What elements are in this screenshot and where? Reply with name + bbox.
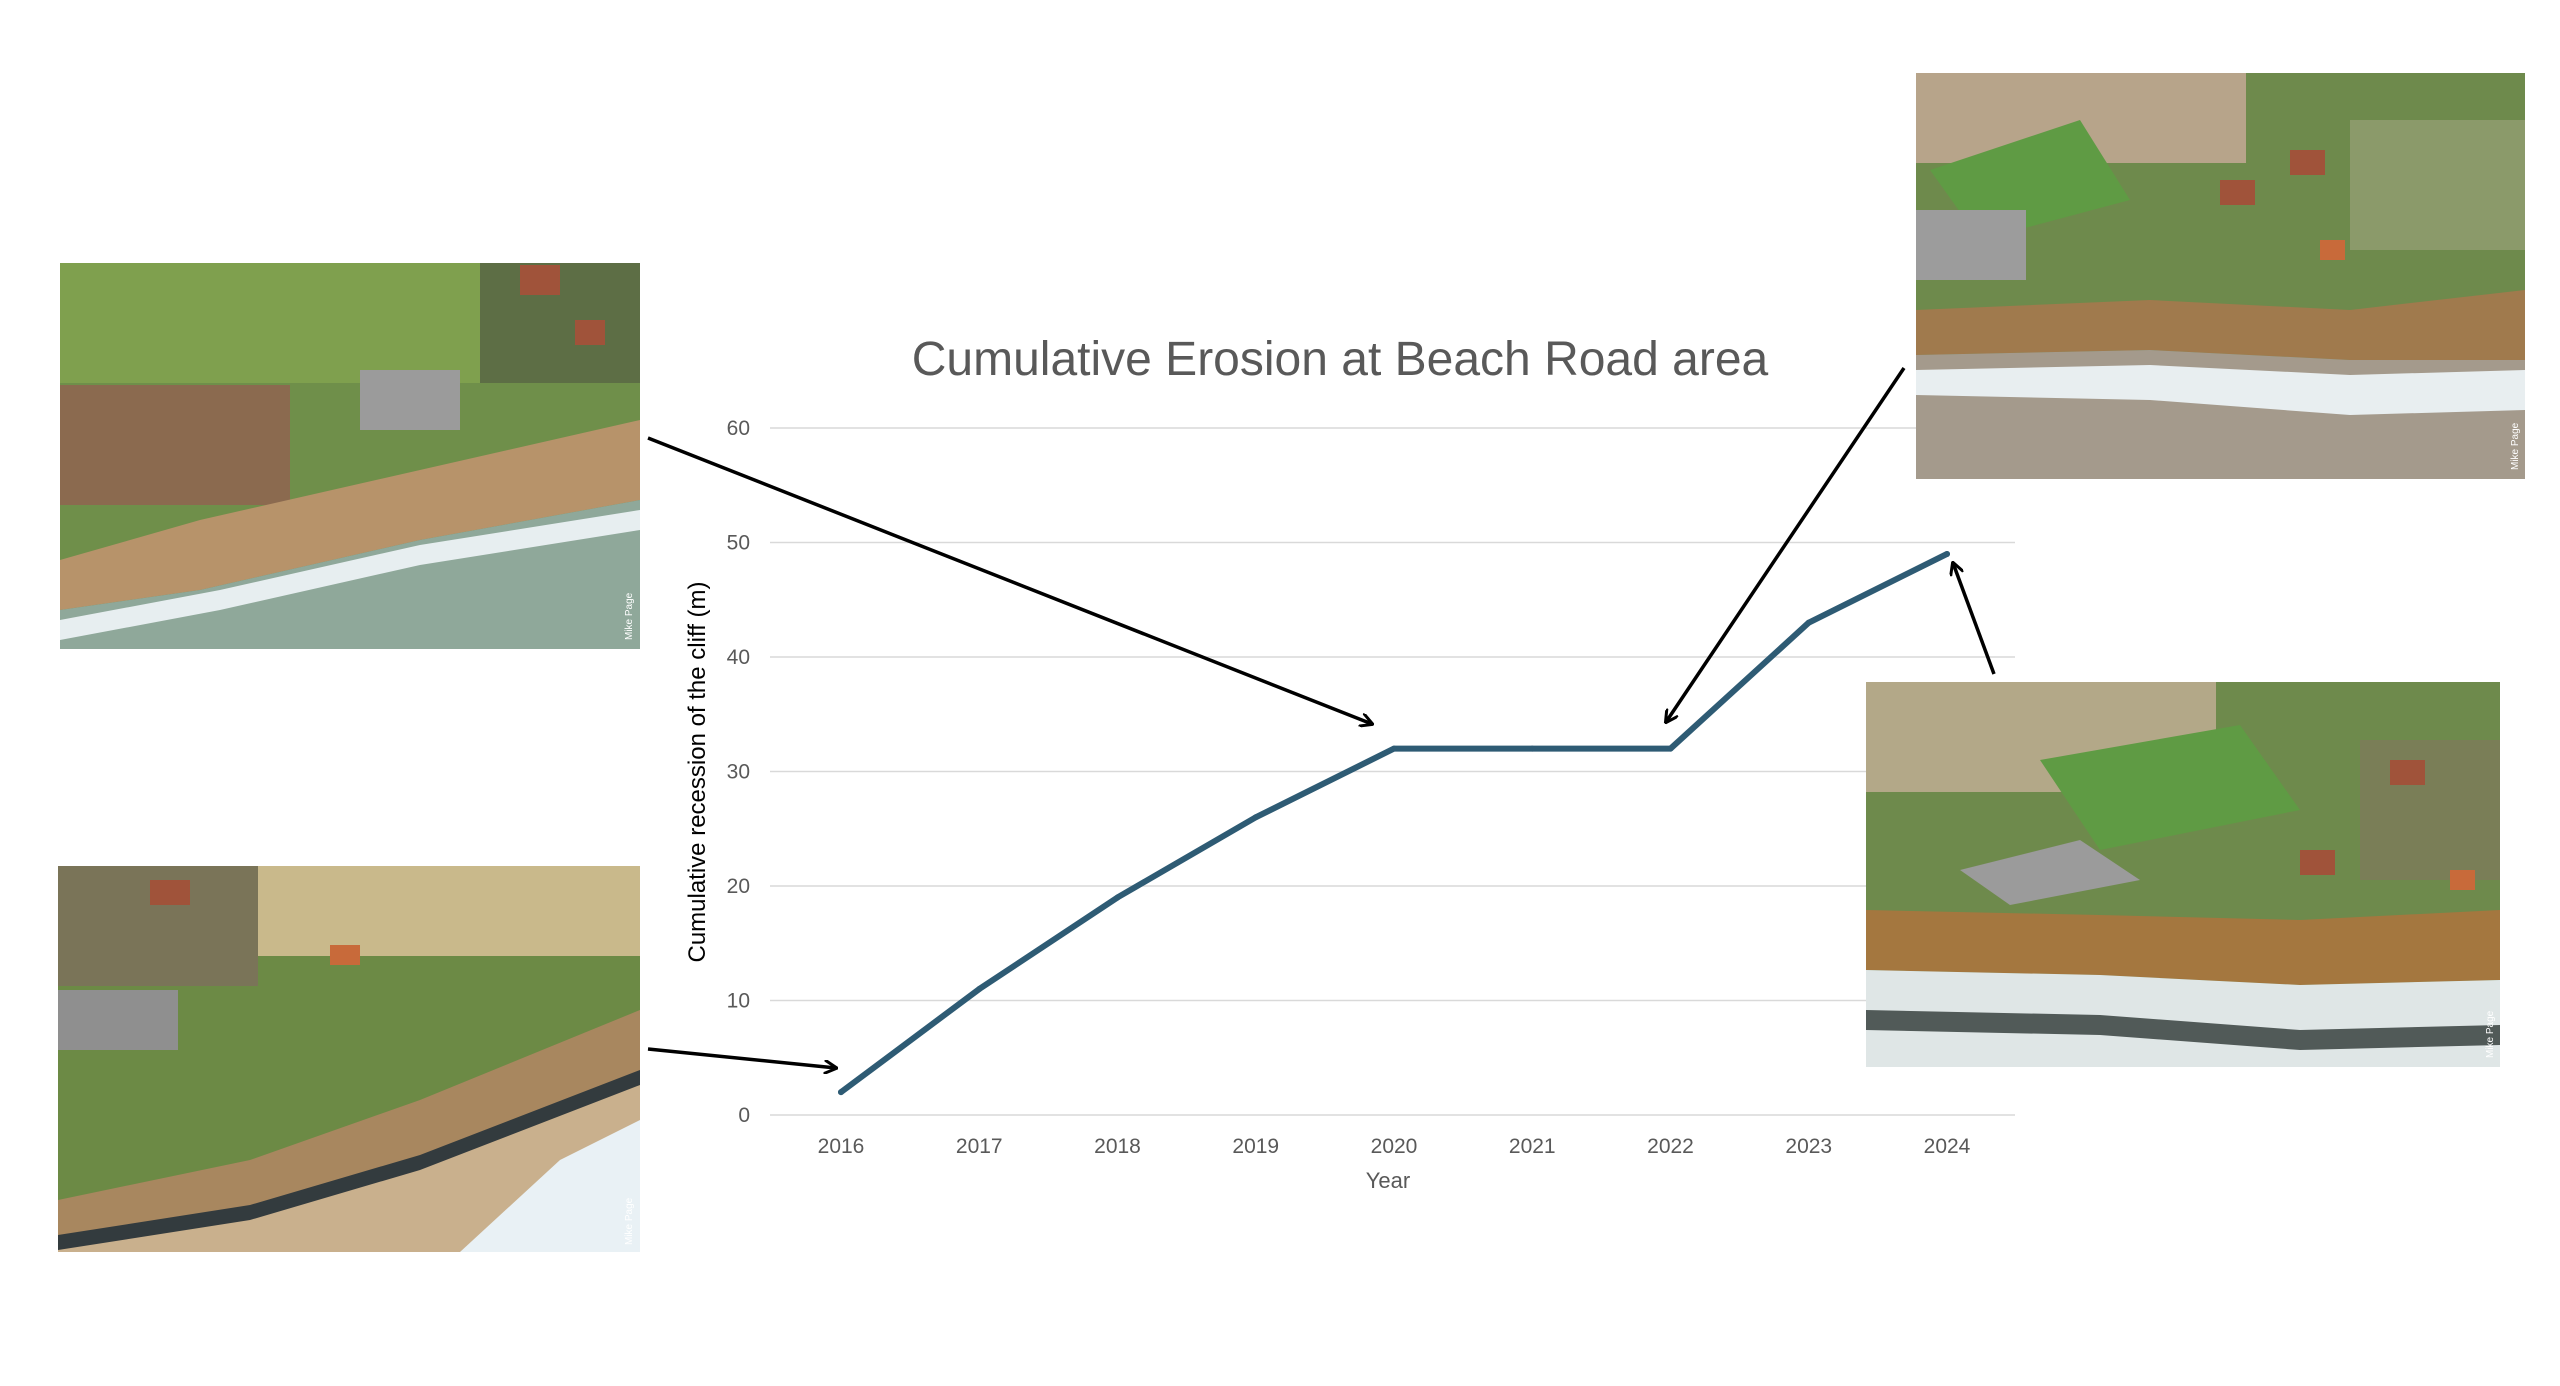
y-tick-label: 20 xyxy=(727,875,750,898)
data-point-2022 xyxy=(1667,745,1674,752)
photo-credit: Mike Page xyxy=(624,1197,635,1245)
data-point-2023 xyxy=(1805,619,1812,626)
chart-title: Cumulative Erosion at Beach Road area xyxy=(912,333,1769,386)
data-point-2017 xyxy=(976,986,983,993)
y-tick-labels: 0 10 20 30 40 50 60 xyxy=(727,417,750,1127)
y-tick-label: 50 xyxy=(727,532,750,555)
data-point-2020 xyxy=(1391,745,1397,752)
x-tick-label: 2020 xyxy=(1371,1135,1418,1158)
y-tick-label: 0 xyxy=(738,1104,750,1127)
gridlines xyxy=(770,427,2015,1116)
arrow-bottom-left-to-2016 xyxy=(647,1047,836,1068)
series-line xyxy=(838,550,1950,1096)
y-tick-label: 10 xyxy=(727,990,750,1013)
y-axis-label: Cumulative recession of the cliff (m) xyxy=(684,581,711,962)
photo-bottom-right: Mike Page xyxy=(1866,682,2500,1067)
photo-top-left: Mike Page xyxy=(60,263,640,649)
photo-credit: Mike Page xyxy=(624,592,635,640)
x-tick-label: 2016 xyxy=(818,1135,865,1158)
x-tick-label: 2023 xyxy=(1785,1135,1832,1158)
y-tick-label: 30 xyxy=(727,761,750,784)
x-tick-label: 2018 xyxy=(1094,1135,1141,1158)
photo-top-right: Mike Page xyxy=(1916,73,2525,479)
data-point-2019 xyxy=(1252,814,1259,821)
series-line-0 xyxy=(838,550,1950,1096)
x-tick-label: 2017 xyxy=(956,1135,1003,1158)
x-tick-label: 2021 xyxy=(1509,1135,1556,1158)
y-tick-label: 60 xyxy=(727,417,750,440)
data-point-2018 xyxy=(1114,894,1121,901)
y-tick-label: 40 xyxy=(727,646,750,669)
x-tick-label: 2022 xyxy=(1647,1135,1694,1158)
photo-credit: Mike Page xyxy=(2510,422,2521,470)
data-point-2024 xyxy=(1944,550,1950,557)
x-tick-labels: 2016 2017 2018 2019 2020 2021 2022 2023 2024 xyxy=(818,1135,1971,1158)
photo-credit: Mike Page xyxy=(2485,1010,2496,1058)
x-tick-label: 2019 xyxy=(1232,1135,1279,1158)
data-point-2021 xyxy=(1529,745,1536,752)
x-tick-label: 2024 xyxy=(1924,1135,1971,1158)
arrow-top-right-to-2022 xyxy=(1666,367,1906,722)
photo-bottom-left: Mike Page xyxy=(58,866,640,1252)
data-point-2016 xyxy=(838,1089,844,1096)
x-axis-label: Year xyxy=(1366,1168,1410,1193)
arrow-bottom-right-to-2024 xyxy=(1953,563,1996,675)
arrow-top-left-to-2020 xyxy=(647,436,1372,724)
